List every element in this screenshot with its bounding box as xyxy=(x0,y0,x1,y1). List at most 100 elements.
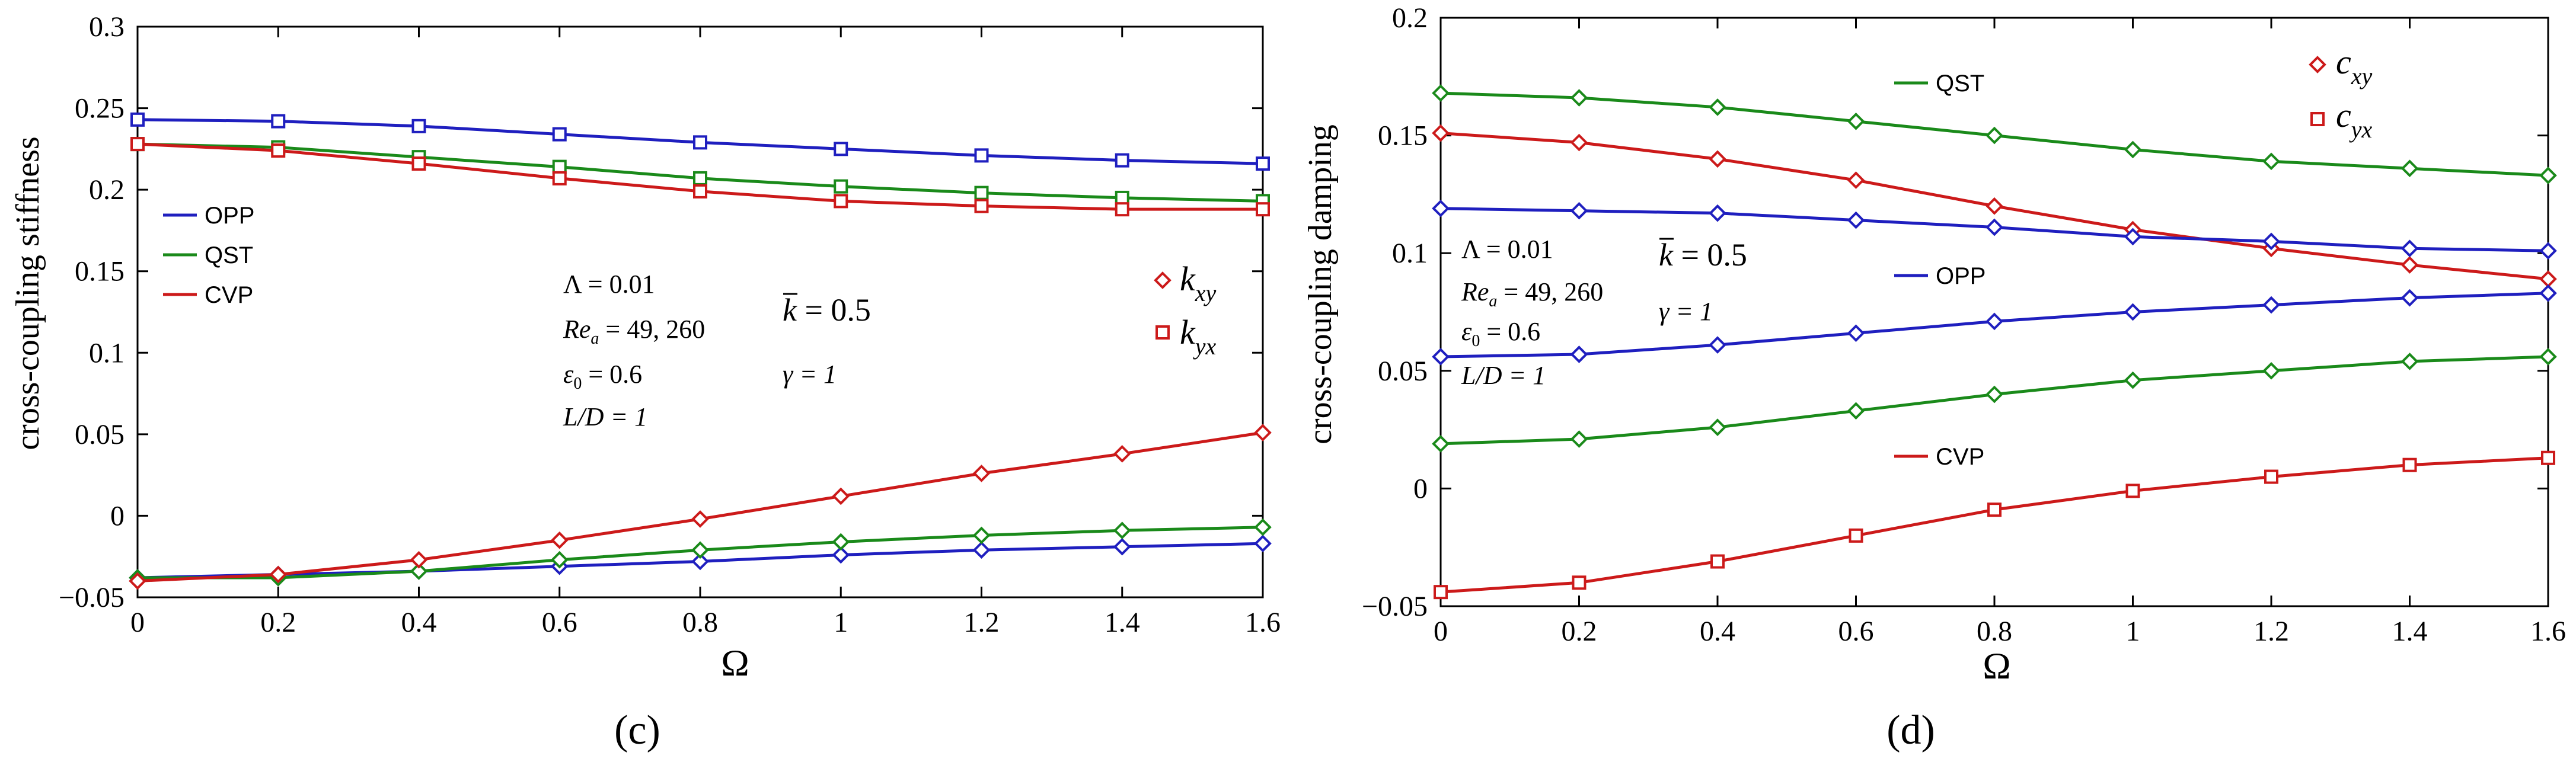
data-point xyxy=(1709,98,1726,116)
symbol-label-1: k xyxy=(1180,313,1196,351)
data-point xyxy=(1256,202,1270,217)
legend-entry-1: OPP xyxy=(1894,263,1986,289)
data-point xyxy=(974,185,989,200)
y-tick-label: 0 xyxy=(1413,473,1428,504)
data-point xyxy=(2401,159,2419,178)
series-opp-yx xyxy=(1432,284,2557,366)
data-point xyxy=(410,550,428,569)
x-tick-label: 0.8 xyxy=(1977,616,2012,647)
param-k-value: = 0.5 xyxy=(1673,237,1747,273)
data-point xyxy=(1432,435,1450,453)
x-tick-label: 0.6 xyxy=(542,607,577,638)
ylabel: cross-coupling damping xyxy=(1302,124,1339,444)
data-point xyxy=(974,148,989,163)
x-tick-label: 0.4 xyxy=(1700,616,1735,647)
data-point xyxy=(1709,150,1726,168)
x-tick-label: 0.4 xyxy=(401,607,437,638)
svg-text:kxy: kxy xyxy=(1180,260,1217,306)
data-point xyxy=(411,156,426,171)
data-point xyxy=(2401,289,2419,307)
symbol-entry-1: cyx xyxy=(2310,96,2373,143)
y-tick-label: 0.1 xyxy=(1392,238,1428,269)
data-point xyxy=(2401,239,2419,258)
svg-text:kyx: kyx xyxy=(1180,313,1217,360)
data-point xyxy=(1710,554,1725,569)
param-gamma: γ = 1 xyxy=(783,360,837,389)
data-point xyxy=(691,552,709,571)
x-tick-label: 0.6 xyxy=(1838,616,1874,647)
data-point xyxy=(693,184,707,199)
symbol-marker-1 xyxy=(2310,112,2325,126)
data-point xyxy=(972,526,991,545)
y-tick-label: 0.2 xyxy=(89,174,125,206)
svg-text:k = 0.5: k = 0.5 xyxy=(783,292,871,328)
data-point xyxy=(1572,575,1587,590)
data-point xyxy=(411,119,426,133)
y-tick-label: 0.15 xyxy=(1378,120,1428,152)
legend-text-1: OPP xyxy=(1936,263,1986,289)
data-point xyxy=(693,135,707,150)
data-point xyxy=(129,572,146,590)
param-eps-value: = 0.6 xyxy=(1480,317,1540,346)
legend-entry-0: OPP xyxy=(163,203,254,229)
params: Λ = 0.01 Rea = 49, 260 ε0 = 0.6 L/D = 1 … xyxy=(1461,235,1747,390)
data-point xyxy=(1709,204,1726,222)
data-point xyxy=(1113,521,1131,540)
symbol-sub-1: yx xyxy=(1193,333,1217,360)
data-point xyxy=(2262,361,2280,380)
data-point xyxy=(834,142,848,156)
x-tick-label: 0.2 xyxy=(260,607,296,638)
param-ld: L/D = 1 xyxy=(563,402,647,431)
data-point xyxy=(1709,336,1726,354)
svg-text:Rea = 49, 260: Rea = 49, 260 xyxy=(563,315,705,348)
data-point xyxy=(2539,167,2557,184)
symbol-entry-0: kxy xyxy=(1154,260,1217,306)
data-point xyxy=(2124,228,2142,246)
series-opp-xy xyxy=(1432,199,2557,260)
data-point xyxy=(1115,153,1129,168)
data-point xyxy=(2124,140,2142,159)
data-point xyxy=(972,541,991,559)
svg-text:Rea = 49, 260: Rea = 49, 260 xyxy=(1461,277,1603,311)
legend-text-2: CVP xyxy=(1936,444,1984,470)
data-point xyxy=(552,159,567,174)
param-eps: ε xyxy=(563,360,574,389)
data-point xyxy=(832,546,850,564)
data-point xyxy=(1847,211,1865,229)
data-point xyxy=(269,565,288,584)
data-point xyxy=(271,114,286,129)
param-eps-value: = 0.6 xyxy=(582,360,642,389)
data-point xyxy=(1570,133,1588,152)
series-qst-xy xyxy=(129,518,1272,587)
data-point xyxy=(130,137,145,152)
panel-label: (c) xyxy=(614,708,660,753)
param-lambda: Λ = 0.01 xyxy=(563,270,655,299)
data-point xyxy=(2262,232,2280,251)
data-point xyxy=(1709,418,1726,436)
data-point xyxy=(2125,484,2140,498)
legend-text-0: QST xyxy=(1936,71,1984,97)
param-gamma: γ = 1 xyxy=(1659,297,1713,326)
data-point xyxy=(1986,126,2003,145)
legend-text-1: QST xyxy=(205,242,253,268)
symbol-label-0: c xyxy=(2336,43,2351,81)
series-qst-yx xyxy=(1432,348,2557,453)
data-point xyxy=(1986,218,2003,236)
data-point xyxy=(1570,201,1588,220)
x-tick-label: 1 xyxy=(2126,616,2140,647)
data-point xyxy=(1115,202,1129,217)
x-tick-label: 1.6 xyxy=(1245,607,1281,638)
data-point xyxy=(1254,534,1272,553)
param-lambda: Λ = 0.01 xyxy=(1461,235,1553,264)
series-qst-xy xyxy=(1432,84,2557,184)
legend-symbols: kxy kyx xyxy=(1154,260,1217,360)
data-point xyxy=(552,171,567,185)
y-tick-label: 0.05 xyxy=(1378,356,1428,387)
data-point xyxy=(271,143,286,158)
x-tick-label: 1.6 xyxy=(2530,616,2566,647)
symbol-label-1: c xyxy=(2336,96,2351,135)
legend-text-0: OPP xyxy=(205,203,254,229)
svg-text:ε0 = 0.6: ε0 = 0.6 xyxy=(563,360,642,393)
data-point xyxy=(550,531,569,549)
